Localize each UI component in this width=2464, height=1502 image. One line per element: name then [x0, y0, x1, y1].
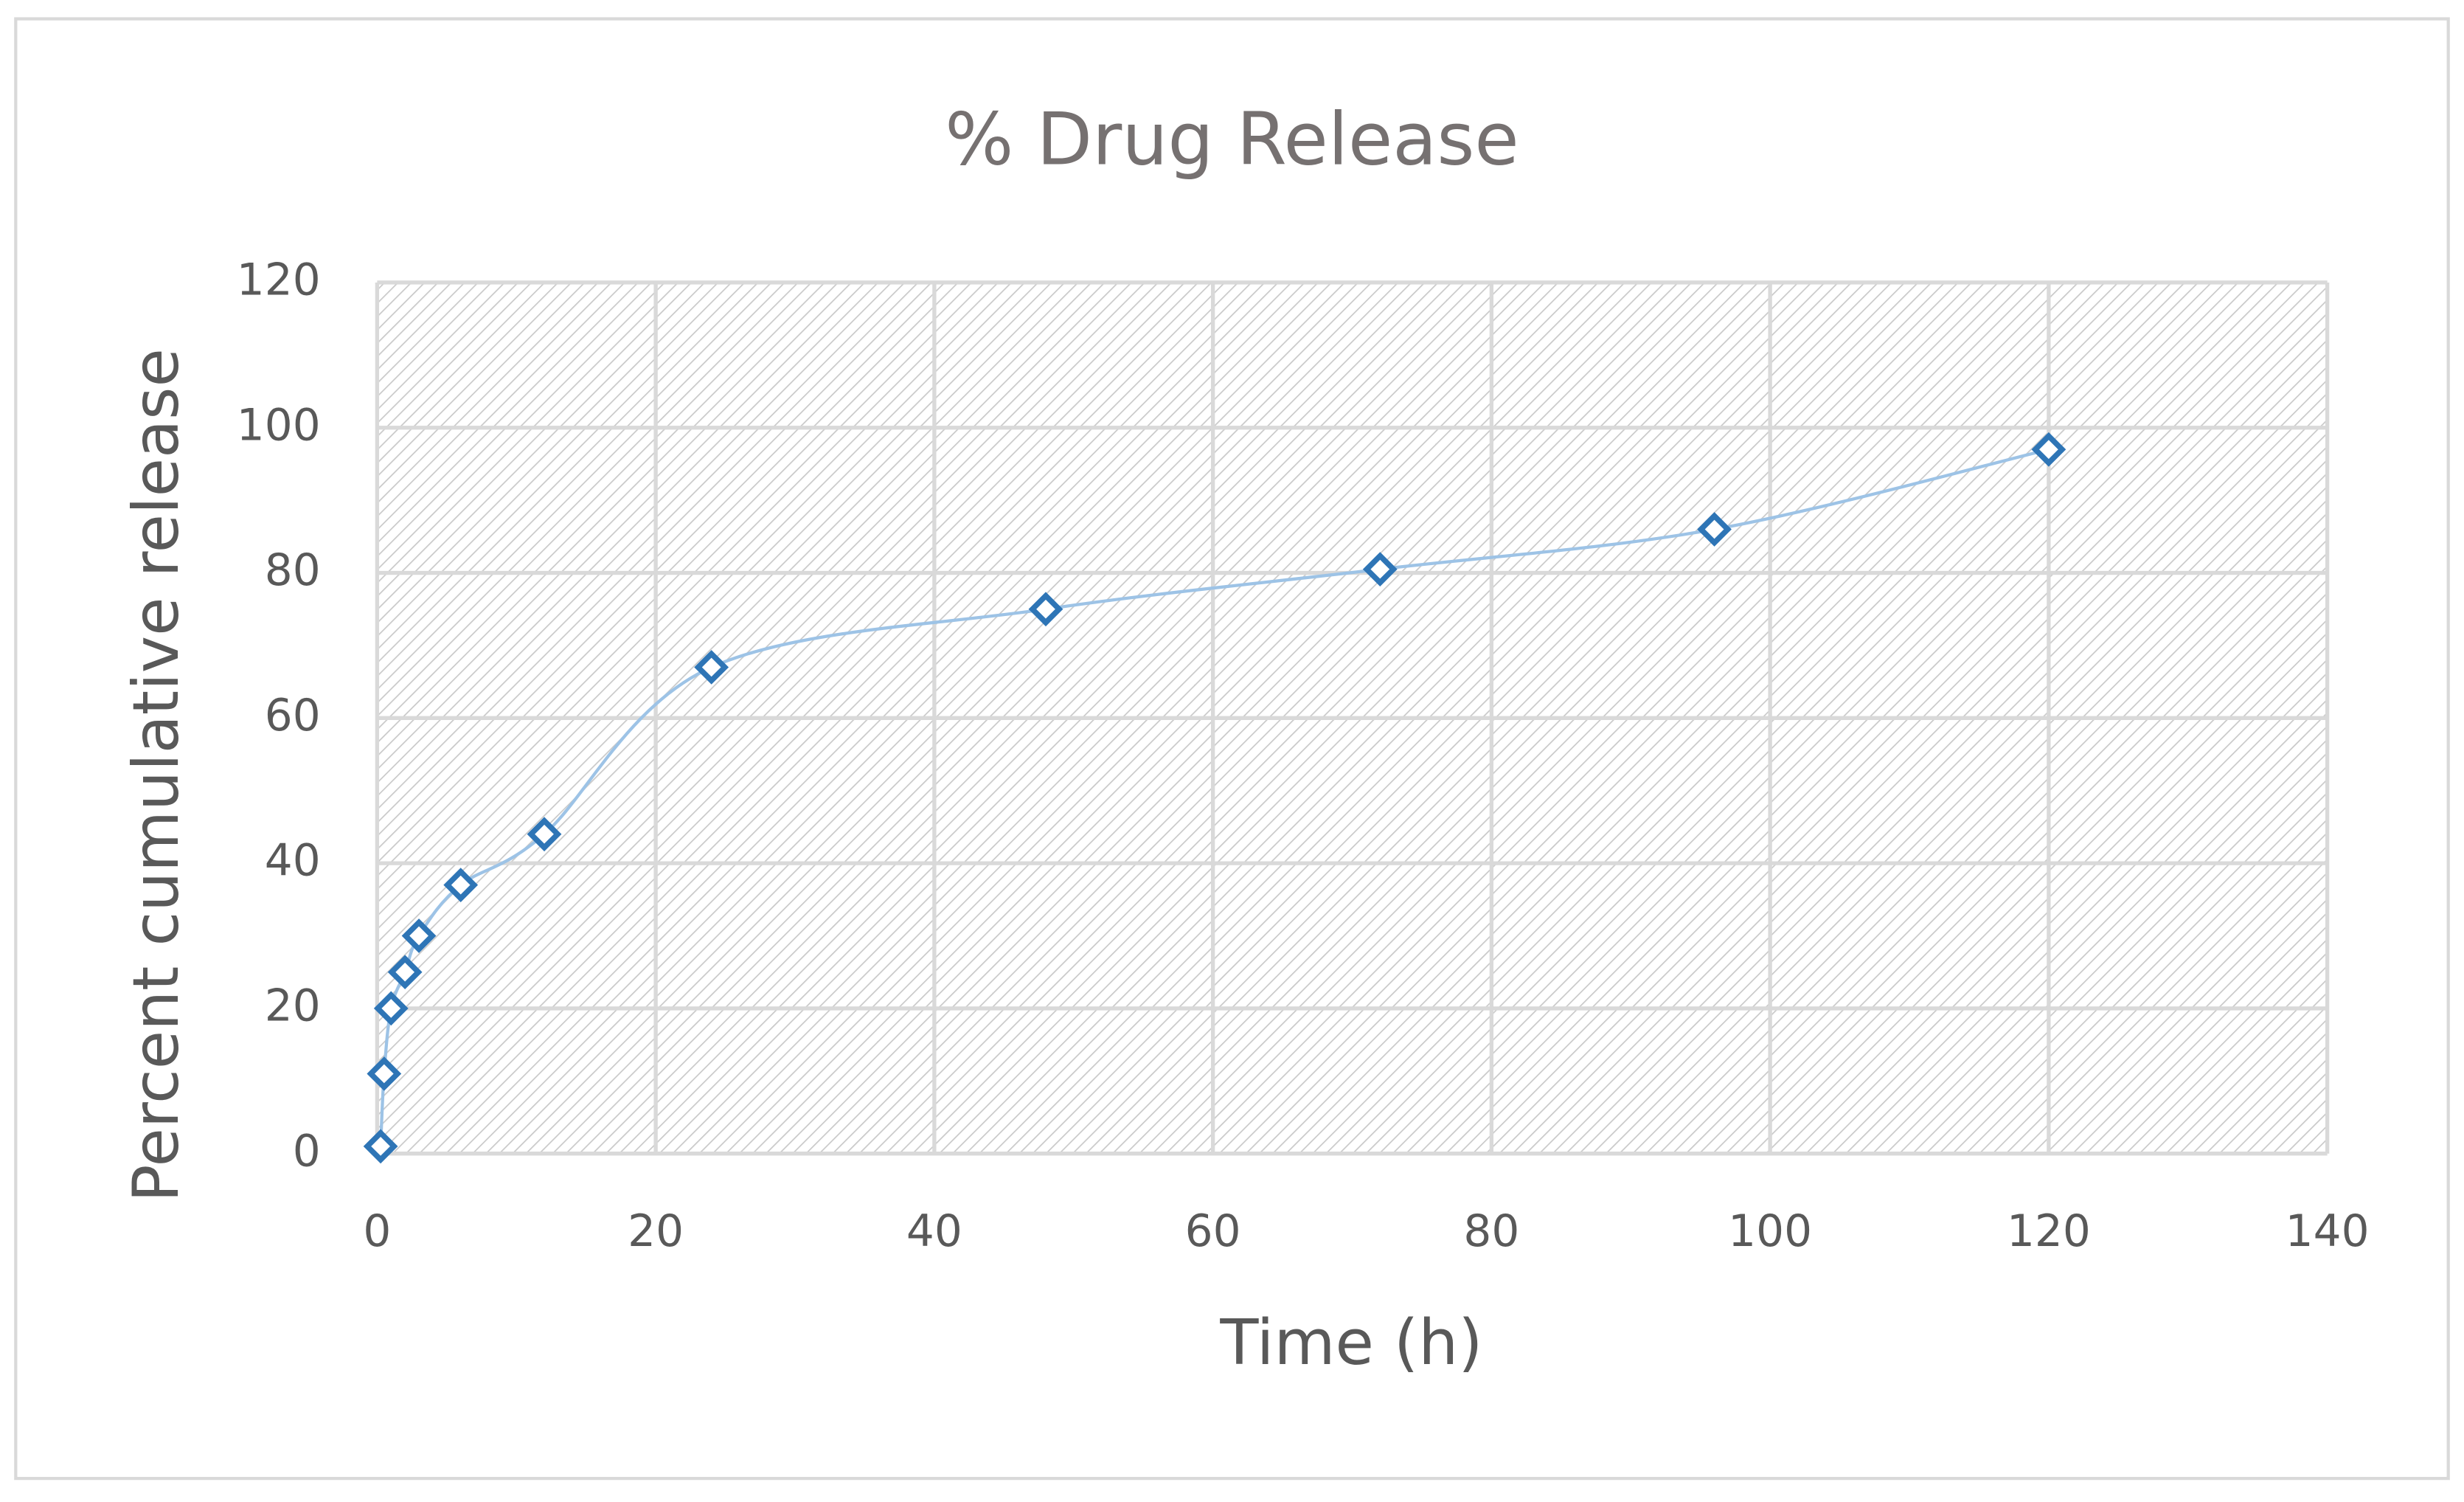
marker	[401, 918, 437, 953]
marker	[387, 955, 423, 990]
x-tick-label: 20	[628, 1206, 684, 1257]
x-tick-label: 140	[2286, 1206, 2370, 1257]
marker	[1028, 592, 1063, 627]
x-tick-label: 40	[906, 1206, 962, 1257]
marker	[1362, 552, 1398, 586]
y-tick-label: 100	[237, 400, 321, 451]
x-tick-label: 60	[1185, 1206, 1241, 1257]
x-tick-label: 120	[2007, 1206, 2091, 1257]
x-tick-label: 0	[363, 1206, 391, 1257]
x-tick-label: 100	[1728, 1206, 1812, 1257]
marker	[367, 1056, 402, 1091]
y-tick-label: 20	[265, 981, 321, 1032]
y-tick-label: 0	[293, 1126, 321, 1177]
plot-layer: 0 20 40 60 80 100 120 0 20 40 60 80 100 120 140	[237, 255, 2370, 1257]
marker	[363, 1129, 398, 1164]
x-axis-title: Time (h)	[1219, 1307, 1482, 1380]
marker	[694, 650, 729, 685]
y-tick-label: 80	[265, 545, 321, 596]
marker	[1697, 512, 1732, 547]
x-tick-label: 80	[1463, 1206, 1519, 1257]
y-tick-label: 120	[237, 255, 321, 306]
marker	[2031, 432, 2066, 467]
chart-title: % Drug Release	[945, 98, 1519, 182]
marker	[527, 817, 562, 852]
marker	[373, 991, 409, 1026]
y-tick-label: 40	[265, 836, 321, 887]
y-tick-label: 60	[265, 691, 321, 741]
y-axis-title: Percent cumulative release	[120, 348, 193, 1202]
marker	[443, 868, 479, 902]
